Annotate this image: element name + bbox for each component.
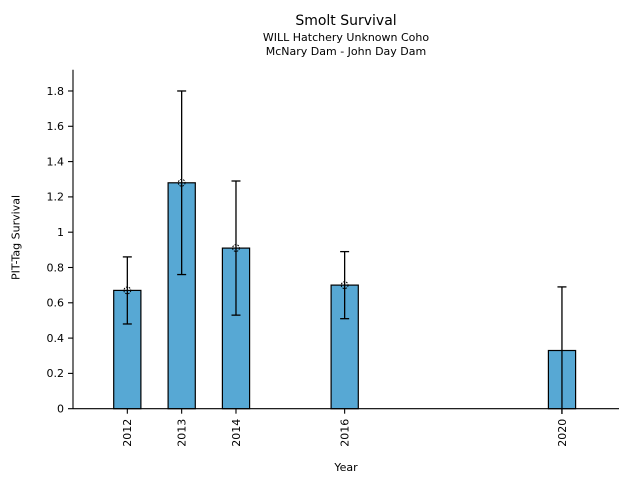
y-tick-label-1.2: 1.2: [47, 191, 65, 204]
point-marker-2012: [123, 286, 132, 295]
x-axis-label: Year: [334, 461, 358, 474]
chart-title: Smolt Survival: [295, 13, 397, 29]
y-tick-label-1.8: 1.8: [47, 85, 65, 98]
y-tick-label-0.4: 0.4: [47, 332, 65, 345]
chart-subtitle-line1: WILL Hatchery Unknown Coho: [262, 31, 430, 44]
x-tick-label-2014: 2014: [230, 419, 243, 447]
point-marker-2013: [177, 178, 186, 187]
x-tick-label-2012: 2012: [121, 419, 134, 447]
y-tick-label-1: 1: [57, 226, 64, 239]
point-marker-2016: [340, 281, 349, 290]
x-tick-label-2020: 2020: [556, 419, 569, 447]
x-tick-label-2013: 2013: [175, 419, 188, 447]
y-tick-label-1.6: 1.6: [47, 120, 65, 133]
x-tick-label-2016: 2016: [338, 419, 351, 447]
y-tick-label-0: 0: [57, 403, 64, 416]
y-tick-label-0.8: 0.8: [47, 261, 65, 274]
point-marker-2014: [232, 244, 240, 252]
y-tick-label-1.4: 1.4: [47, 155, 65, 168]
y-tick-label-0.6: 0.6: [47, 297, 65, 310]
chart-subtitle-line2: McNary Dam - John Day Dam: [265, 45, 427, 58]
y-tick-label-0.2: 0.2: [47, 367, 65, 380]
